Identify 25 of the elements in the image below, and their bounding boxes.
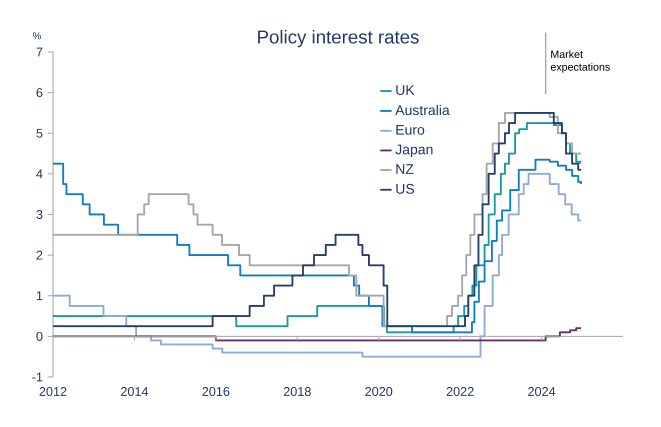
y-axis-title: % bbox=[32, 32, 42, 40]
legend-label: UK bbox=[396, 85, 415, 95]
x-tick-label: 2014 bbox=[120, 387, 148, 396]
legend-label: Australia bbox=[395, 104, 450, 116]
x-tick-label: 2018 bbox=[284, 387, 311, 396]
x-tick-label: 2022 bbox=[446, 387, 474, 396]
y-tick-label: 4 bbox=[36, 170, 43, 178]
y-tick-label: -1 bbox=[32, 372, 42, 382]
y-tick-label: 7 bbox=[36, 48, 42, 56]
x-tick-label: 2016 bbox=[202, 387, 230, 396]
legend-label: Japan bbox=[395, 144, 432, 158]
x-tick-label: 2020 bbox=[365, 387, 392, 396]
y-tick-label: 1 bbox=[36, 291, 42, 300]
legend-label: Euro bbox=[396, 125, 424, 135]
x-tick-label: 2024 bbox=[528, 387, 556, 396]
legend-label: US bbox=[396, 184, 414, 194]
y-tick-label: 3 bbox=[36, 210, 42, 219]
y-tick-label: 6 bbox=[36, 88, 42, 98]
ref-line-label: Market expectations bbox=[550, 50, 610, 73]
legend-label: NZ bbox=[396, 164, 414, 174]
y-tick-label: 5 bbox=[36, 128, 42, 138]
y-tick-label: 0 bbox=[36, 332, 42, 341]
x-tick-label: 2012 bbox=[40, 387, 66, 396]
chart-title: Policy interest rates bbox=[258, 30, 419, 48]
y-tick-label: 2 bbox=[36, 250, 42, 260]
